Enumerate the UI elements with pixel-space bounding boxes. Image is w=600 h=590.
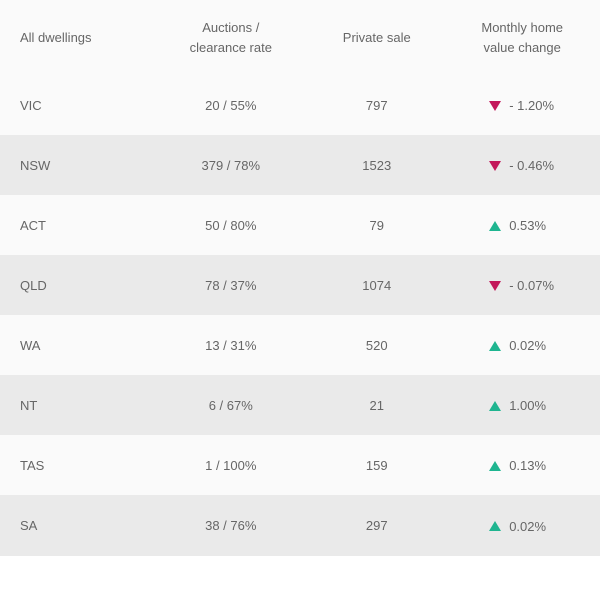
header-monthly-change: Monthly homevalue change — [444, 0, 600, 75]
region-cell: QLD — [0, 255, 152, 315]
private-sale-cell: 520 — [309, 315, 444, 375]
change-value: 0.02% — [509, 338, 555, 353]
private-sale-cell: 1074 — [309, 255, 444, 315]
table-row: WA13 / 31%520 0.02% — [0, 315, 600, 375]
header-all-dwellings: All dwellings — [0, 0, 152, 75]
header-auctions: Auctions /clearance rate — [152, 0, 309, 75]
change-value: 0.02% — [509, 519, 555, 534]
private-sale-cell: 1523 — [309, 135, 444, 195]
auctions-cell: 78 / 37% — [152, 255, 309, 315]
auctions-cell: 38 / 76% — [152, 495, 309, 555]
table-row: NT6 / 67%21 1.00% — [0, 375, 600, 435]
auctions-cell: 50 / 80% — [152, 195, 309, 255]
table-row: TAS1 / 100%159 0.13% — [0, 435, 600, 495]
region-cell: VIC — [0, 75, 152, 135]
change-value: 1.00% — [509, 398, 555, 413]
private-sale-cell: 159 — [309, 435, 444, 495]
region-cell: ACT — [0, 195, 152, 255]
change-cell: 0.13% — [444, 435, 600, 495]
auctions-cell: 6 / 67% — [152, 375, 309, 435]
triangle-up-icon — [489, 461, 501, 471]
triangle-up-icon — [489, 341, 501, 351]
auctions-cell: 20 / 55% — [152, 75, 309, 135]
auctions-cell: 379 / 78% — [152, 135, 309, 195]
change-value: - 1.20% — [509, 98, 555, 113]
region-cell: WA — [0, 315, 152, 375]
private-sale-cell: 797 — [309, 75, 444, 135]
change-value: 0.13% — [509, 458, 555, 473]
change-cell: - 0.46% — [444, 135, 600, 195]
header-row: All dwellings Auctions /clearance rate P… — [0, 0, 600, 75]
change-cell: 1.00% — [444, 375, 600, 435]
private-sale-cell: 79 — [309, 195, 444, 255]
table-row: ACT50 / 80%79 0.53% — [0, 195, 600, 255]
change-cell: - 0.07% — [444, 255, 600, 315]
triangle-down-icon — [489, 281, 501, 291]
change-cell: 0.02% — [444, 315, 600, 375]
change-cell: 0.53% — [444, 195, 600, 255]
table-row: QLD78 / 37%1074 - 0.07% — [0, 255, 600, 315]
header-private-sale: Private sale — [309, 0, 444, 75]
triangle-down-icon — [489, 101, 501, 111]
private-sale-cell: 21 — [309, 375, 444, 435]
change-value: - 0.07% — [509, 278, 555, 293]
private-sale-cell: 297 — [309, 495, 444, 555]
table-row: VIC20 / 55%797 - 1.20% — [0, 75, 600, 135]
change-value: 0.53% — [509, 218, 555, 233]
region-cell: NSW — [0, 135, 152, 195]
change-cell: 0.02% — [444, 495, 600, 555]
auctions-cell: 13 / 31% — [152, 315, 309, 375]
change-cell: - 1.20% — [444, 75, 600, 135]
region-cell: TAS — [0, 435, 152, 495]
triangle-up-icon — [489, 401, 501, 411]
region-cell: NT — [0, 375, 152, 435]
table-row: SA38 / 76%297 0.02% — [0, 495, 600, 555]
change-value: - 0.46% — [509, 158, 555, 173]
triangle-down-icon — [489, 161, 501, 171]
region-cell: SA — [0, 495, 152, 555]
dwellings-table: All dwellings Auctions /clearance rate P… — [0, 0, 600, 556]
triangle-up-icon — [489, 521, 501, 531]
triangle-up-icon — [489, 221, 501, 231]
auctions-cell: 1 / 100% — [152, 435, 309, 495]
table-row: NSW379 / 78%1523 - 0.46% — [0, 135, 600, 195]
